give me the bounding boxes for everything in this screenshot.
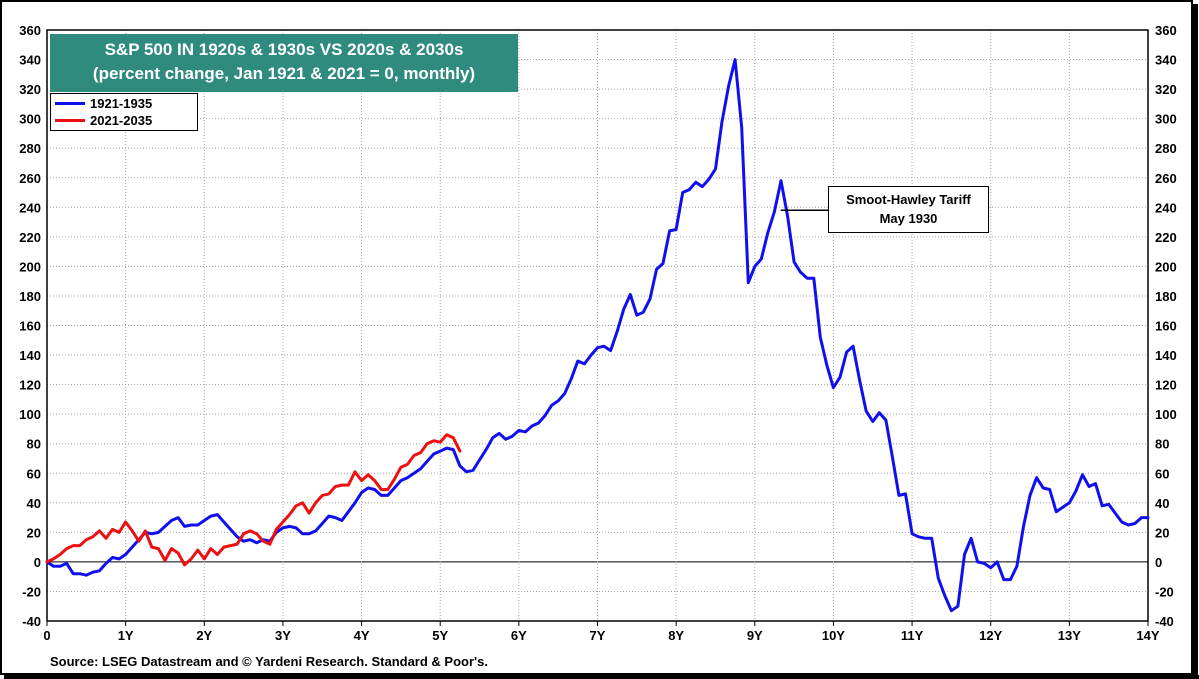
x-tick-label: 0 bbox=[43, 628, 50, 643]
y-tick-label-left: 320 bbox=[19, 82, 41, 97]
y-tick-label-left: 220 bbox=[19, 230, 41, 245]
x-tick-label: 1Y bbox=[118, 628, 134, 643]
frame-shadow-bottom bbox=[4, 675, 1199, 679]
annotation-line2: May 1930 bbox=[879, 211, 938, 226]
x-tick-label: 6Y bbox=[511, 628, 527, 643]
source-note: Source: LSEG Datastream and © Yardeni Re… bbox=[50, 654, 488, 669]
y-tick-label-left: 80 bbox=[27, 437, 41, 452]
y-tick-label-right: 140 bbox=[1155, 348, 1177, 363]
y-tick-label-left: 280 bbox=[19, 141, 41, 156]
annotation-box: Smoot-Hawley Tariff May 1930 bbox=[828, 186, 989, 233]
axes bbox=[46, 29, 1149, 626]
x-tick-label: 11Y bbox=[901, 628, 924, 643]
series-line-1921-1935 bbox=[45, 58, 1150, 613]
chart-title-box: S&P 500 IN 1920s & 1930s VS 2020s & 2030… bbox=[50, 34, 518, 92]
plot-border bbox=[46, 29, 1149, 622]
y-tick-label-left: 160 bbox=[19, 319, 41, 334]
chart-subtitle: (percent change, Jan 1921 & 2021 = 0, mo… bbox=[92, 64, 476, 83]
x-tick-label: 13Y bbox=[1058, 628, 1081, 643]
series-line-2021-2035 bbox=[45, 433, 462, 567]
y-tick-label-right: 0 bbox=[1155, 555, 1162, 570]
y-tick-label-left: 40 bbox=[27, 496, 41, 511]
legend-label: 2021-2035 bbox=[90, 113, 153, 128]
y-tick-label-left: 240 bbox=[19, 200, 41, 215]
legend-swatch-blue bbox=[55, 102, 85, 105]
y-tick-label-right: 120 bbox=[1155, 378, 1177, 393]
series-lines bbox=[45, 58, 1150, 613]
y-tick-label-right: 280 bbox=[1155, 141, 1177, 156]
y-tick-label-left: 300 bbox=[19, 112, 41, 127]
y-tick-label-right: 60 bbox=[1155, 466, 1169, 481]
tick-labels: -40 -40 -20 -20 0 0 20 20 40 40 60 60 80 80 100 100 120 1… bbox=[19, 23, 1176, 643]
annotation-line1: Smoot-Hawley Tariff bbox=[846, 192, 971, 207]
x-tick-label: 4Y bbox=[354, 628, 370, 643]
frame-shadow-right bbox=[1193, 4, 1198, 679]
y-tick-label-right: 340 bbox=[1155, 53, 1177, 68]
y-tick-label-right: 100 bbox=[1155, 407, 1177, 422]
x-tick-label: 12Y bbox=[979, 628, 1002, 643]
y-tick-label-left: 120 bbox=[19, 378, 41, 393]
y-tick-label-right: 180 bbox=[1155, 289, 1177, 304]
y-tick-label-left: 340 bbox=[19, 53, 41, 68]
x-tick-label: 8Y bbox=[668, 628, 684, 643]
y-tick-label-left: 140 bbox=[19, 348, 41, 363]
legend-item-2021-2035: 2021-2035 bbox=[55, 112, 152, 129]
y-tick-label-right: 160 bbox=[1155, 319, 1177, 334]
y-tick-label-right: 20 bbox=[1155, 525, 1169, 540]
y-tick-label-left: 0 bbox=[34, 555, 41, 570]
x-tick-label: 10Y bbox=[822, 628, 845, 643]
y-tick-label-right: 220 bbox=[1155, 230, 1177, 245]
y-tick-label-right: 40 bbox=[1155, 496, 1169, 511]
y-tick-label-right: -40 bbox=[1155, 614, 1174, 629]
x-tick-label: 7Y bbox=[590, 628, 606, 643]
gridlines bbox=[47, 30, 1148, 621]
chart-title: S&P 500 IN 1920s & 1930s VS 2020s & 2030… bbox=[104, 40, 464, 59]
y-tick-label-left: 200 bbox=[19, 259, 41, 274]
legend: 1921-1935 2021-2035 bbox=[50, 93, 198, 131]
y-tick-label-right: 360 bbox=[1155, 23, 1177, 38]
legend-item-1921-1935: 1921-1935 bbox=[55, 95, 152, 112]
y-tick-label-left: 20 bbox=[27, 525, 41, 540]
y-tick-label-right: -20 bbox=[1155, 584, 1174, 599]
y-tick-label-right: 260 bbox=[1155, 171, 1177, 186]
y-tick-label-right: 320 bbox=[1155, 82, 1177, 97]
y-tick-label-left: 260 bbox=[19, 171, 41, 186]
y-tick-label-left: -40 bbox=[22, 614, 41, 629]
legend-label: 1921-1935 bbox=[90, 96, 153, 111]
x-tick-label: 14Y bbox=[1136, 628, 1159, 643]
y-tick-label-left: -20 bbox=[22, 584, 41, 599]
y-tick-label-right: 240 bbox=[1155, 200, 1177, 215]
y-tick-label-right: 300 bbox=[1155, 112, 1177, 127]
x-tick-label: 5Y bbox=[432, 628, 448, 643]
y-tick-label-left: 60 bbox=[27, 466, 41, 481]
legend-swatch-red bbox=[55, 119, 85, 122]
x-tick-label: 2Y bbox=[196, 628, 212, 643]
y-tick-label-right: 200 bbox=[1155, 259, 1177, 274]
y-tick-label-left: 100 bbox=[19, 407, 41, 422]
y-tick-label-left: 180 bbox=[19, 289, 41, 304]
x-tick-label: 3Y bbox=[275, 628, 291, 643]
x-tick-label: 9Y bbox=[747, 628, 763, 643]
y-tick-label-right: 80 bbox=[1155, 437, 1169, 452]
y-tick-label-left: 360 bbox=[19, 23, 41, 38]
